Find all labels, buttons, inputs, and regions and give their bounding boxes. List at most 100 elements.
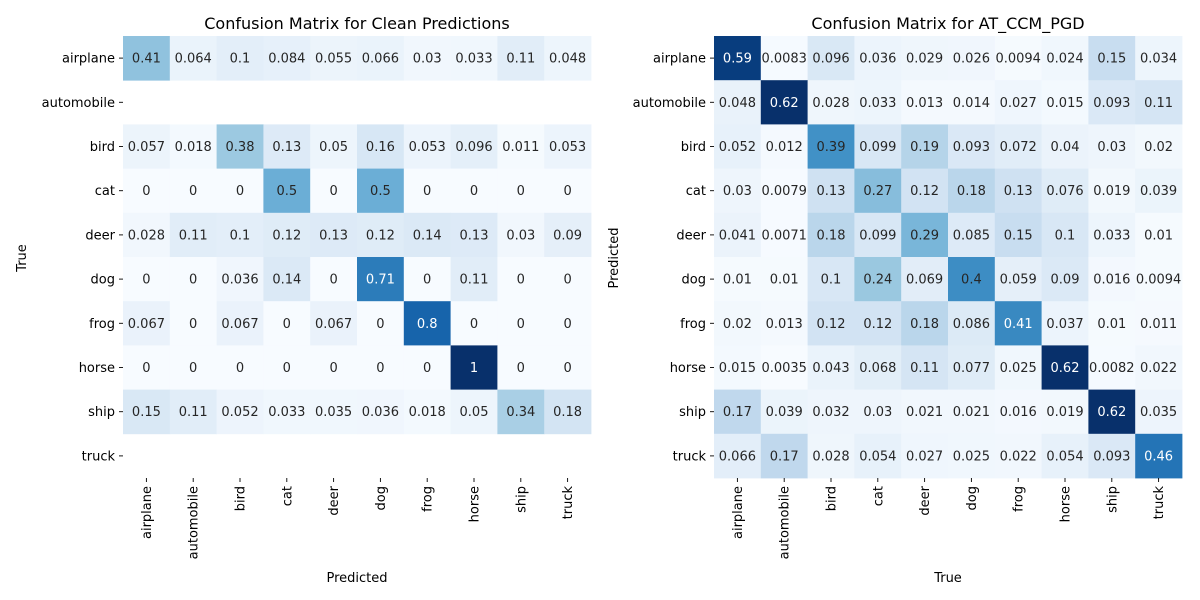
cell-value-label: 0.068 <box>859 361 896 376</box>
heatmap-cell <box>994 212 1042 258</box>
heatmap-cell <box>357 345 405 390</box>
cell-value-label: 0 <box>376 361 384 376</box>
x-tick-label: airplane <box>140 486 155 539</box>
cell-value-label: 0.053 <box>409 140 446 155</box>
heatmap-cell <box>497 124 545 169</box>
cell-value-label: 0.18 <box>553 405 582 420</box>
heatmap-cell <box>169 36 217 81</box>
heatmap-cell <box>123 212 171 258</box>
cell-value-label: 0.0079 <box>761 184 807 199</box>
cell-value-label: 0.027 <box>1000 96 1037 111</box>
heatmap-cell <box>169 124 217 169</box>
heatmap-cell <box>807 124 855 169</box>
cell-value-label: 0.028 <box>812 449 849 464</box>
cell-value-label: 0.12 <box>910 184 939 199</box>
heatmap-cell <box>450 389 498 435</box>
heatmap-cell <box>854 212 902 258</box>
x-tick-label: horse <box>1059 486 1074 522</box>
heatmap-cell <box>216 389 264 435</box>
heatmap-cell <box>123 345 171 390</box>
x-tick-label: bird <box>825 486 840 511</box>
heatmap-cell <box>901 80 949 125</box>
heatmap-cell <box>263 301 311 346</box>
cell-value-label: 0.0082 <box>1089 361 1135 376</box>
cell-value-label: 0.24 <box>863 273 892 288</box>
cell-value-label: 0 <box>563 361 571 376</box>
heatmap-cell <box>403 389 451 435</box>
cell-value-label: 0.12 <box>272 228 301 243</box>
heatmap-cell <box>1088 212 1136 258</box>
x-tick-label: truck <box>561 486 576 520</box>
cell-value-label: 0 <box>142 184 150 199</box>
cell-value-label: 0.019 <box>1093 184 1130 199</box>
heatmap-cell <box>994 389 1042 435</box>
heatmap-cell <box>263 168 311 214</box>
heatmap-cell <box>1135 257 1183 302</box>
heatmap-cell <box>357 257 405 302</box>
heatmap-cell <box>994 168 1042 214</box>
heatmap-cell <box>310 168 358 214</box>
cell-value-label: 0.066 <box>362 52 399 67</box>
cell-value-label: 0.033 <box>1093 228 1130 243</box>
heatmap-cell <box>357 212 405 258</box>
cell-value-label: 0.62 <box>1051 361 1080 376</box>
heatmap-cell <box>403 301 451 346</box>
cell-value-label: 0 <box>189 317 197 332</box>
heatmap-cell <box>216 168 264 214</box>
x-tick-label: dog <box>965 486 980 510</box>
cell-value-label: 0.13 <box>817 184 846 199</box>
heatmap-cell <box>169 212 217 258</box>
cell-value-label: 0.11 <box>179 405 208 420</box>
cell-value-label: 0.34 <box>506 405 535 420</box>
heatmap-cell <box>216 257 264 302</box>
y-tick-label: automobile <box>633 96 706 111</box>
cell-value-label: 0.022 <box>1000 449 1037 464</box>
heatmap-cell <box>901 345 949 390</box>
heatmap-at-ccm-pgd: Confusion Matrix for AT_CCM_PGD True Pre… <box>607 14 1183 586</box>
cell-value-label: 0.09 <box>553 228 582 243</box>
heatmap-cell <box>1135 301 1183 346</box>
heatmap-cell <box>1088 257 1136 302</box>
heatmap-cell <box>948 389 996 435</box>
cell-value-label: 0 <box>517 317 525 332</box>
heatmap-cell <box>310 389 358 435</box>
cell-value-label: 0 <box>189 361 197 376</box>
x-tick-label: deer <box>918 485 933 515</box>
cell-value-label: 0 <box>376 317 384 332</box>
heatmap-cell <box>760 433 808 479</box>
x-tick-label: bird <box>234 486 249 511</box>
heatmap-cell <box>497 389 545 435</box>
cell-value-label: 0.077 <box>953 361 990 376</box>
heatmap-cell <box>714 345 762 390</box>
cell-value-label: 0.13 <box>460 228 489 243</box>
cell-value-label: 0.01 <box>1144 228 1173 243</box>
cell-value-label: 0 <box>517 184 525 199</box>
heatmap-cell <box>169 168 217 214</box>
heatmap-cell <box>807 389 855 435</box>
cell-value-label: 0.048 <box>719 96 756 111</box>
cell-value-label: 0 <box>189 184 197 199</box>
cell-value-label: 0.032 <box>812 405 849 420</box>
heatmap-cell <box>994 301 1042 346</box>
cell-value-label: 0.39 <box>817 140 846 155</box>
y-tick-label: deer <box>676 228 706 243</box>
heatmap-cell <box>450 257 498 302</box>
chart-title: Confusion Matrix for Clean Predictions <box>204 14 510 33</box>
cell-value-label: 0.12 <box>863 317 892 332</box>
heatmap-cell <box>1135 124 1183 169</box>
y-tick-label: ship <box>679 405 706 420</box>
heatmap-cell <box>1135 80 1183 125</box>
cell-value-label: 0.1 <box>1055 228 1076 243</box>
heatmap-cell <box>901 301 949 346</box>
x-tick-label: horse <box>468 486 483 522</box>
cell-value-label: 0.11 <box>179 228 208 243</box>
cell-value-label: 0 <box>142 273 150 288</box>
cell-value-label: 0.018 <box>409 405 446 420</box>
cell-value-label: 0.057 <box>128 140 165 155</box>
heatmap-cell <box>450 168 498 214</box>
cell-value-label: 0.052 <box>719 140 756 155</box>
cell-value-label: 0.8 <box>417 317 438 332</box>
x-axis-label: Predicted <box>326 571 387 586</box>
cell-value-label: 0.05 <box>460 405 489 420</box>
cell-value-label: 0.17 <box>770 449 799 464</box>
